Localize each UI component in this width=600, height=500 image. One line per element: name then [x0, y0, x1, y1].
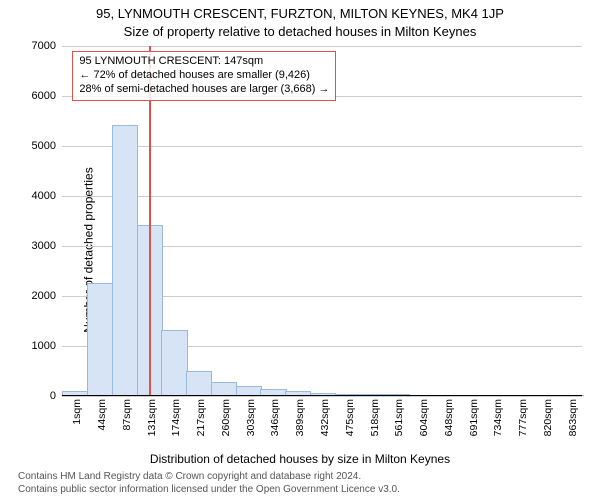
y-tick-label: 3000: [32, 240, 62, 252]
y-gridline: [62, 146, 582, 147]
x-tick-label: 561sqm: [393, 399, 405, 436]
x-tick-label: 820sqm: [542, 399, 554, 436]
y-gridline: [62, 196, 582, 197]
annotation-line1: 95 LYNMOUTH CRESCENT: 147sqm: [79, 55, 329, 69]
x-tick-label: 260sqm: [220, 399, 232, 436]
x-tick-label: 87sqm: [121, 399, 133, 431]
y-gridline: [62, 396, 582, 397]
annotation-box: 95 LYNMOUTH CRESCENT: 147sqm← 72% of det…: [72, 51, 336, 100]
annotation-line2: ← 72% of detached houses are smaller (9,…: [79, 69, 329, 83]
x-tick-label: 518sqm: [369, 399, 381, 436]
histogram-bar: [87, 283, 113, 397]
histogram-bar: [161, 330, 187, 396]
x-tick-label: 734sqm: [492, 399, 504, 436]
x-tick-label: 475sqm: [344, 399, 356, 436]
x-tick-label: 648sqm: [443, 399, 455, 436]
annotation-line3: 28% of semi-detached houses are larger (…: [79, 83, 329, 97]
x-axis-baseline: [62, 395, 582, 396]
plot-area: 010002000300040005000600070001sqm44sqm87…: [62, 46, 582, 396]
x-tick-label: 131sqm: [146, 399, 158, 436]
histogram-bar: [112, 125, 138, 396]
x-tick-label: 346sqm: [269, 399, 281, 436]
y-gridline: [62, 46, 582, 47]
x-tick-label: 432sqm: [319, 399, 331, 436]
histogram-bar: [211, 382, 237, 396]
x-tick-label: 303sqm: [245, 399, 257, 436]
y-tick-label: 0: [50, 390, 62, 402]
footer-attribution: Contains HM Land Registry data © Crown c…: [18, 471, 582, 496]
y-tick-label: 4000: [32, 190, 62, 202]
x-tick-label: 44sqm: [96, 399, 108, 431]
title-sub: Size of property relative to detached ho…: [0, 24, 600, 39]
footer-line2: Contains public sector information licen…: [18, 484, 582, 497]
title-super: 95, LYNMOUTH CRESCENT, FURZTON, MILTON K…: [0, 6, 600, 21]
histogram-bar: [186, 371, 212, 396]
x-tick-label: 174sqm: [170, 399, 182, 436]
chart-container: 95, LYNMOUTH CRESCENT, FURZTON, MILTON K…: [0, 0, 600, 500]
y-tick-label: 2000: [32, 290, 62, 302]
y-tick-label: 6000: [32, 90, 62, 102]
footer-line1: Contains HM Land Registry data © Crown c…: [18, 471, 582, 484]
x-tick-label: 777sqm: [517, 399, 529, 436]
x-tick-label: 1sqm: [71, 399, 83, 425]
x-tick-label: 217sqm: [195, 399, 207, 436]
y-tick-label: 5000: [32, 140, 62, 152]
x-tick-label: 863sqm: [567, 399, 579, 436]
y-tick-label: 7000: [32, 40, 62, 52]
x-tick-label: 604sqm: [418, 399, 430, 436]
x-tick-label: 389sqm: [294, 399, 306, 436]
x-axis-label: Distribution of detached houses by size …: [0, 452, 600, 466]
x-tick-label: 691sqm: [468, 399, 480, 436]
y-tick-label: 1000: [32, 340, 62, 352]
